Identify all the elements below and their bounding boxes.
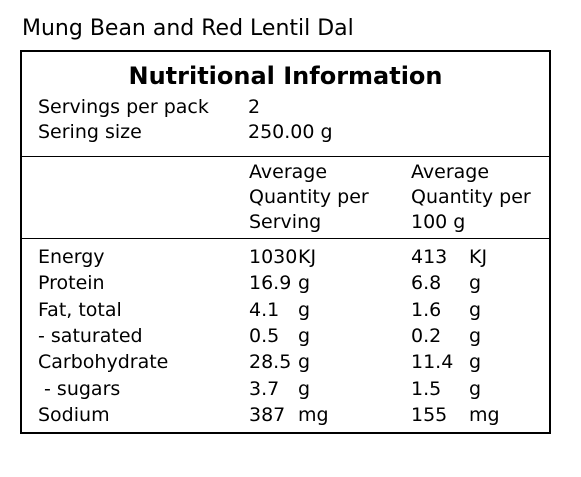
- nutrition-panel: Nutritional Information Servings per pac…: [20, 50, 551, 434]
- nutrient-name: Fat, total: [38, 298, 122, 321]
- column-header-line: Quantity per: [249, 186, 369, 208]
- per-serving-value: 3.7: [249, 377, 280, 400]
- per-serving-unit: mg: [298, 403, 329, 426]
- per-100g-value: 6.8: [411, 272, 442, 295]
- nutrient-name: Sodium: [38, 403, 110, 426]
- per-serving-unit: g: [298, 298, 311, 321]
- panel-title: Nutritional Information: [128, 62, 443, 90]
- nutrient-name: - saturated: [38, 324, 143, 347]
- servings-per-pack-value: 2: [248, 96, 261, 118]
- per-100g-value: 155: [411, 403, 448, 426]
- per-serving-value: 1030: [249, 246, 298, 268]
- product-title: Mung Bean and Red Lentil Dal: [22, 16, 354, 41]
- per-100g-unit: g: [469, 324, 482, 347]
- column-header-line: Quantity per: [411, 186, 531, 208]
- per-serving-unit: g: [298, 272, 311, 295]
- column-header-line: 100 g: [411, 211, 466, 233]
- per-100g-unit: g: [469, 377, 482, 400]
- per-serving-value: 4.1: [249, 298, 280, 321]
- column-header-per-100g: Average Quantity per 100 g: [411, 160, 531, 235]
- header-divider-top: [22, 156, 549, 157]
- per-100g-unit: g: [469, 272, 482, 295]
- per-100g-unit: g: [469, 351, 482, 374]
- per-100g-unit: mg: [469, 403, 500, 426]
- per-100g-value: 0.2: [411, 324, 442, 347]
- servings-per-pack-label: Servings per pack: [38, 96, 209, 118]
- per-100g-value: 1.5: [411, 377, 442, 400]
- per-100g-value: 413: [411, 246, 448, 268]
- per-100g-unit: g: [469, 298, 482, 321]
- per-serving-unit: g: [298, 377, 311, 400]
- column-header-line: Average: [411, 161, 490, 183]
- nutrient-name: Protein: [38, 272, 105, 295]
- per-serving-unit: g: [298, 324, 311, 347]
- serving-size-label: Sering size: [38, 121, 142, 143]
- column-header-line: Average: [249, 161, 328, 183]
- per-serving-value: 387: [249, 403, 286, 426]
- header-divider-bottom: [22, 238, 549, 239]
- per-serving-value: 28.5: [249, 351, 292, 374]
- per-100g-unit: KJ: [469, 246, 488, 268]
- per-serving-value: 16.9: [249, 272, 292, 295]
- column-header-per-serving: Average Quantity per Serving: [249, 160, 369, 235]
- per-serving-value: 0.5: [249, 324, 280, 347]
- nutrient-name: Carbohydrate: [38, 351, 169, 374]
- per-100g-value: 1.6: [411, 298, 442, 321]
- nutrient-name: Energy: [38, 246, 105, 268]
- per-serving-unit: KJ: [298, 246, 317, 268]
- serving-size-value: 250.00 g: [248, 121, 333, 143]
- column-header-line: Serving: [249, 211, 322, 233]
- per-100g-value: 11.4: [411, 351, 454, 374]
- nutrient-name: - sugars: [38, 377, 121, 400]
- per-serving-unit: g: [298, 351, 311, 374]
